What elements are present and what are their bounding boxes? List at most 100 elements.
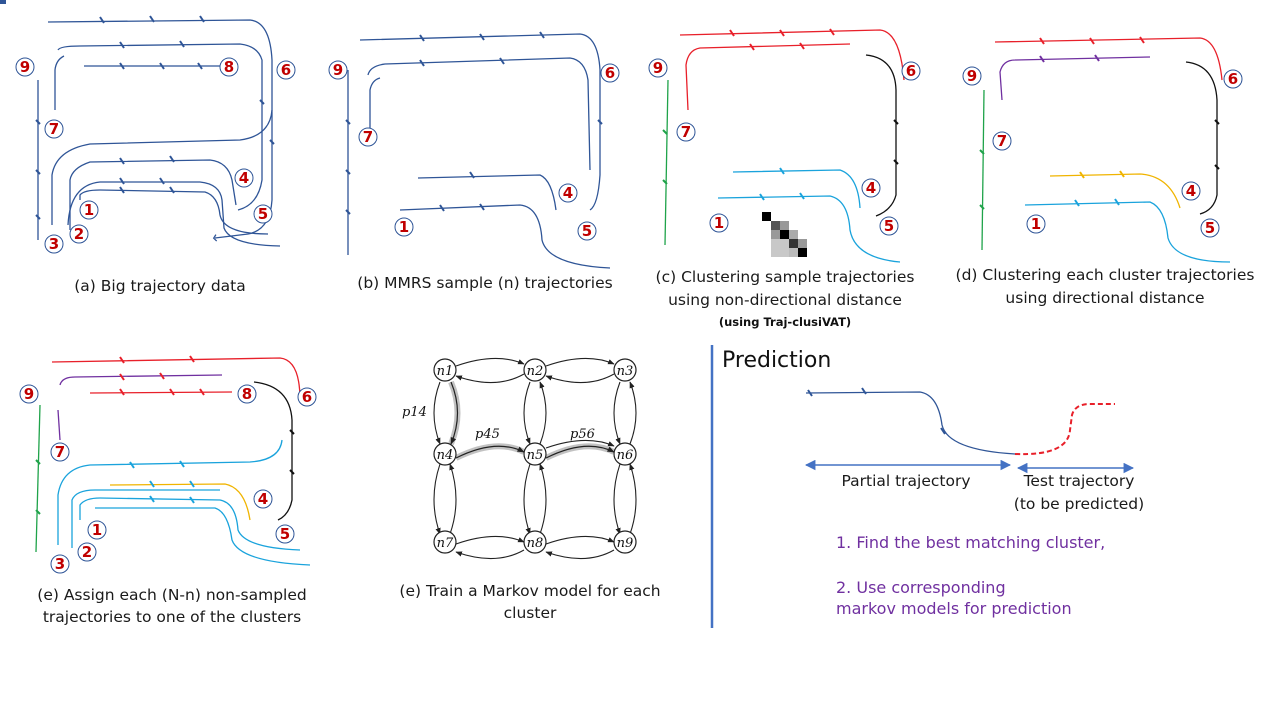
- svg-text:n3: n3: [617, 364, 634, 379]
- prob-p14: p14: [402, 405, 427, 420]
- test-trajectory-label-line1: Test trajectory: [1023, 472, 1135, 490]
- node-b-4: 4: [558, 183, 578, 203]
- panel-d-ticks: [979, 36, 1220, 210]
- node-c-6: 6: [901, 61, 921, 81]
- markov-node-n5: n5: [523, 442, 547, 466]
- prediction-step-1: 1. Find the best matching cluster,: [836, 533, 1106, 552]
- caption-d-line1: (d) Clustering each cluster trajectories: [955, 266, 1255, 284]
- node-a-8: 8: [219, 57, 239, 77]
- prob-p56: p56: [570, 427, 595, 442]
- svg-text:4: 4: [239, 169, 249, 187]
- node-e-9: 9: [19, 384, 39, 404]
- node-b-9: 9: [328, 60, 348, 80]
- svg-text:1: 1: [1031, 215, 1041, 233]
- node-c-7: 7: [676, 122, 696, 142]
- node-d-9: 9: [962, 66, 982, 86]
- svg-text:n6: n6: [617, 448, 634, 463]
- markov-grid: [433, 357, 637, 560]
- markov-node-n4: n4: [433, 442, 457, 466]
- panel-b-trajectories: [347, 33, 611, 269]
- partial-trajectory-label: Partial trajectory: [841, 472, 971, 490]
- panel-c-trajectories: [664, 29, 905, 263]
- svg-text:7: 7: [49, 120, 59, 138]
- prediction-trajectory: [805, 387, 1115, 456]
- node-e-3: 3: [50, 554, 70, 574]
- caption-e1-line1: (e) Assign each (N-n) non-sampled: [37, 586, 307, 604]
- node-d-7: 7: [992, 131, 1012, 151]
- svg-text:2: 2: [82, 543, 92, 561]
- node-b-6: 6: [600, 63, 620, 83]
- node-a-7: 7: [44, 119, 64, 139]
- panel-b-ticks: [345, 31, 603, 215]
- caption-a: (a) Big trajectory data: [74, 277, 246, 295]
- svg-text:5: 5: [582, 222, 592, 240]
- svg-text:7: 7: [55, 443, 65, 461]
- svg-text:3: 3: [49, 235, 59, 253]
- caption-c-line1: (c) Clustering sample trajectories: [655, 268, 915, 286]
- corner-mark: [0, 0, 6, 4]
- svg-text:5: 5: [884, 217, 894, 235]
- svg-text:9: 9: [333, 61, 343, 79]
- markov-highlighted-path: [448, 380, 616, 461]
- node-a-3: 3: [44, 234, 64, 254]
- node-b-7: 7: [358, 127, 378, 147]
- svg-text:6: 6: [605, 64, 615, 82]
- svg-text:n9: n9: [617, 536, 634, 551]
- markov-node-n1: n1: [433, 358, 457, 382]
- svg-text:6: 6: [302, 388, 312, 406]
- markov-node-n8: n8: [523, 530, 547, 554]
- panel-d-trajectories: [981, 37, 1231, 263]
- node-e-7: 7: [50, 442, 70, 462]
- svg-text:9: 9: [653, 59, 663, 77]
- node-e-6: 6: [297, 387, 317, 407]
- node-c-5: 5: [879, 216, 899, 236]
- node-c-1: 1: [709, 213, 729, 233]
- svg-text:4: 4: [258, 490, 268, 508]
- node-e-5: 5: [275, 524, 295, 544]
- caption-c-line2: using non-directional distance: [668, 291, 902, 309]
- node-d-6: 6: [1223, 69, 1243, 89]
- node-b-1: 1: [394, 217, 414, 237]
- svg-text:n4: n4: [437, 448, 454, 463]
- svg-text:2: 2: [74, 225, 84, 243]
- svg-text:7: 7: [363, 128, 373, 146]
- markov-node-n6: n6: [613, 442, 637, 466]
- markov-node-n7: n7: [433, 530, 457, 554]
- svg-text:1: 1: [399, 218, 409, 236]
- panel-e1-ticks: [35, 355, 295, 515]
- svg-text:1: 1: [84, 201, 94, 219]
- node-a-6: 6: [276, 60, 296, 80]
- panel-a-trajectories: [37, 19, 281, 247]
- caption-b: (b) MMRS sample (n) trajectories: [357, 274, 613, 292]
- svg-text:n7: n7: [437, 536, 454, 551]
- svg-text:6: 6: [281, 61, 291, 79]
- prediction-arrows: [804, 459, 1135, 474]
- node-e-1: 1: [87, 520, 107, 540]
- markov-node-n9: n9: [613, 530, 637, 554]
- markov-node-n3: n3: [613, 358, 637, 382]
- prediction-title: Prediction: [722, 348, 832, 373]
- panel-c-ticks: [662, 28, 899, 201]
- svg-text:7: 7: [997, 132, 1007, 150]
- node-c-9: 9: [648, 58, 668, 78]
- prob-p45: p45: [475, 427, 500, 442]
- node-e-2: 2: [77, 542, 97, 562]
- svg-text:8: 8: [224, 58, 234, 76]
- node-a-9: 9: [15, 57, 35, 77]
- svg-text:n8: n8: [527, 536, 544, 551]
- node-a-1: 1: [79, 200, 99, 220]
- svg-text:5: 5: [258, 205, 268, 223]
- panel-a-ticks: [35, 15, 275, 220]
- caption-e1-line2: trajectories to one of the clusters: [42, 608, 302, 626]
- svg-text:n5: n5: [527, 448, 544, 463]
- markov-nodes: n1 n2 n3 n4 n5 n6 n7 n8 n9: [433, 358, 637, 554]
- svg-text:5: 5: [1205, 219, 1215, 237]
- markov-node-n2: n2: [523, 358, 547, 382]
- svg-text:4: 4: [866, 179, 876, 197]
- caption-e2-line2: cluster: [503, 604, 557, 622]
- node-e-8: 8: [237, 384, 257, 404]
- node-labels: 9 8 6 7 4 1 5 3 2 9 6 7 4 1 5 9 6 7 4 1 …: [15, 57, 1243, 574]
- node-e-4: 4: [253, 489, 273, 509]
- test-trajectory-label-line2: (to be predicted): [1013, 495, 1145, 513]
